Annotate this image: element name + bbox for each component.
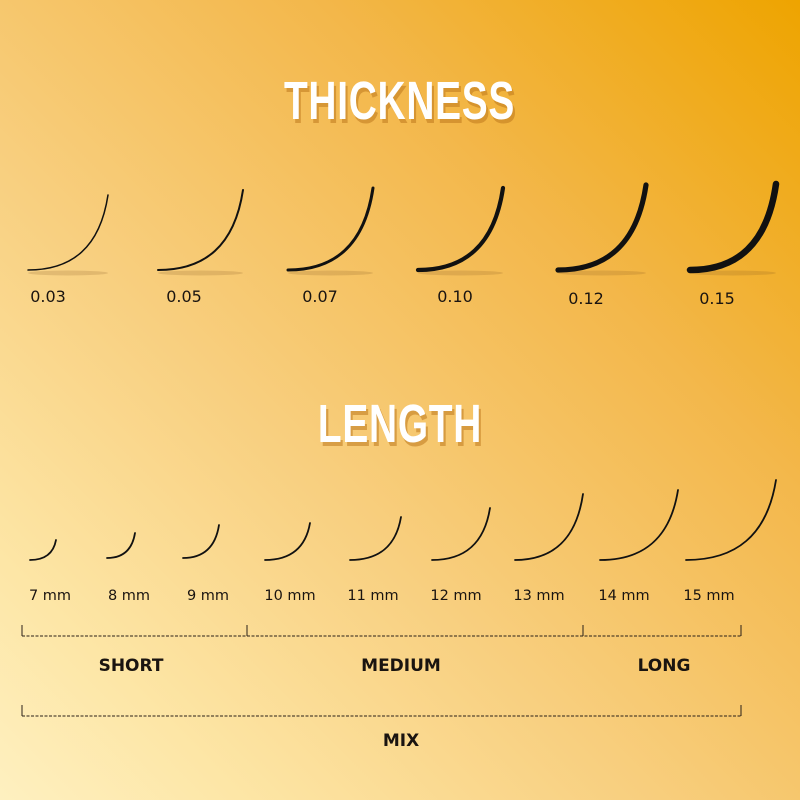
lash-thickness-0.10 bbox=[415, 185, 506, 273]
thickness-label-0.12: 0.12 bbox=[568, 289, 604, 308]
length-label-9: 9 mm bbox=[186, 588, 230, 604]
length-label-10: 10 mm bbox=[264, 588, 316, 604]
length-label-11: 11 mm bbox=[347, 588, 399, 604]
length-label-8: 8 mm bbox=[107, 588, 151, 604]
lash-thickness-0.07 bbox=[286, 186, 375, 272]
lash-thickness-0.12-shadow bbox=[558, 270, 646, 276]
lash-length-9 mm bbox=[182, 524, 220, 559]
length-label-14: 14 mm bbox=[598, 588, 650, 604]
lash-length-10 mm bbox=[264, 522, 311, 561]
lash-thickness-0.05-shadow bbox=[158, 270, 243, 276]
group-short: SHORT bbox=[98, 656, 164, 676]
group-mix: MIX bbox=[382, 731, 420, 751]
thickness-label-0.15: 0.15 bbox=[699, 289, 735, 308]
thickness-label-0.05: 0.05 bbox=[166, 287, 202, 306]
length-label-15: 15 mm bbox=[683, 588, 735, 604]
length-label-12: 12 mm bbox=[430, 588, 482, 604]
thickness-title: THICKNESS bbox=[284, 71, 516, 131]
lash-thickness-0.05 bbox=[157, 189, 244, 271]
lash-length-13 mm bbox=[514, 493, 584, 561]
lash-length-15 mm bbox=[685, 479, 777, 561]
length-title: LENGTH bbox=[317, 394, 483, 454]
lash-thickness-0.12 bbox=[555, 182, 649, 273]
lash-length-12 mm bbox=[431, 507, 491, 561]
length-label-13: 13 mm bbox=[513, 588, 565, 604]
lash-length-11 mm bbox=[349, 516, 402, 561]
lash-length-14 mm bbox=[599, 489, 679, 561]
thickness-label-0.07: 0.07 bbox=[302, 287, 338, 306]
lash-thickness-0.03-shadow bbox=[28, 270, 108, 276]
thickness-label-0.10: 0.10 bbox=[437, 287, 473, 306]
thickness-label-0.03: 0.03 bbox=[30, 287, 66, 306]
group-medium: MEDIUM bbox=[361, 656, 441, 676]
lash-thickness-0.10-shadow bbox=[418, 270, 503, 276]
lash-length-7 mm bbox=[29, 539, 57, 561]
group-long: LONG bbox=[637, 656, 691, 676]
lash-length-8 mm bbox=[106, 532, 136, 559]
lash-thickness-0.15-shadow bbox=[690, 270, 776, 276]
length-label-7: 7 mm bbox=[28, 588, 72, 604]
lash-thickness-0.15 bbox=[686, 180, 780, 274]
lash-thickness-0.03 bbox=[27, 194, 109, 271]
lash-thickness-0.07-shadow bbox=[288, 270, 373, 276]
